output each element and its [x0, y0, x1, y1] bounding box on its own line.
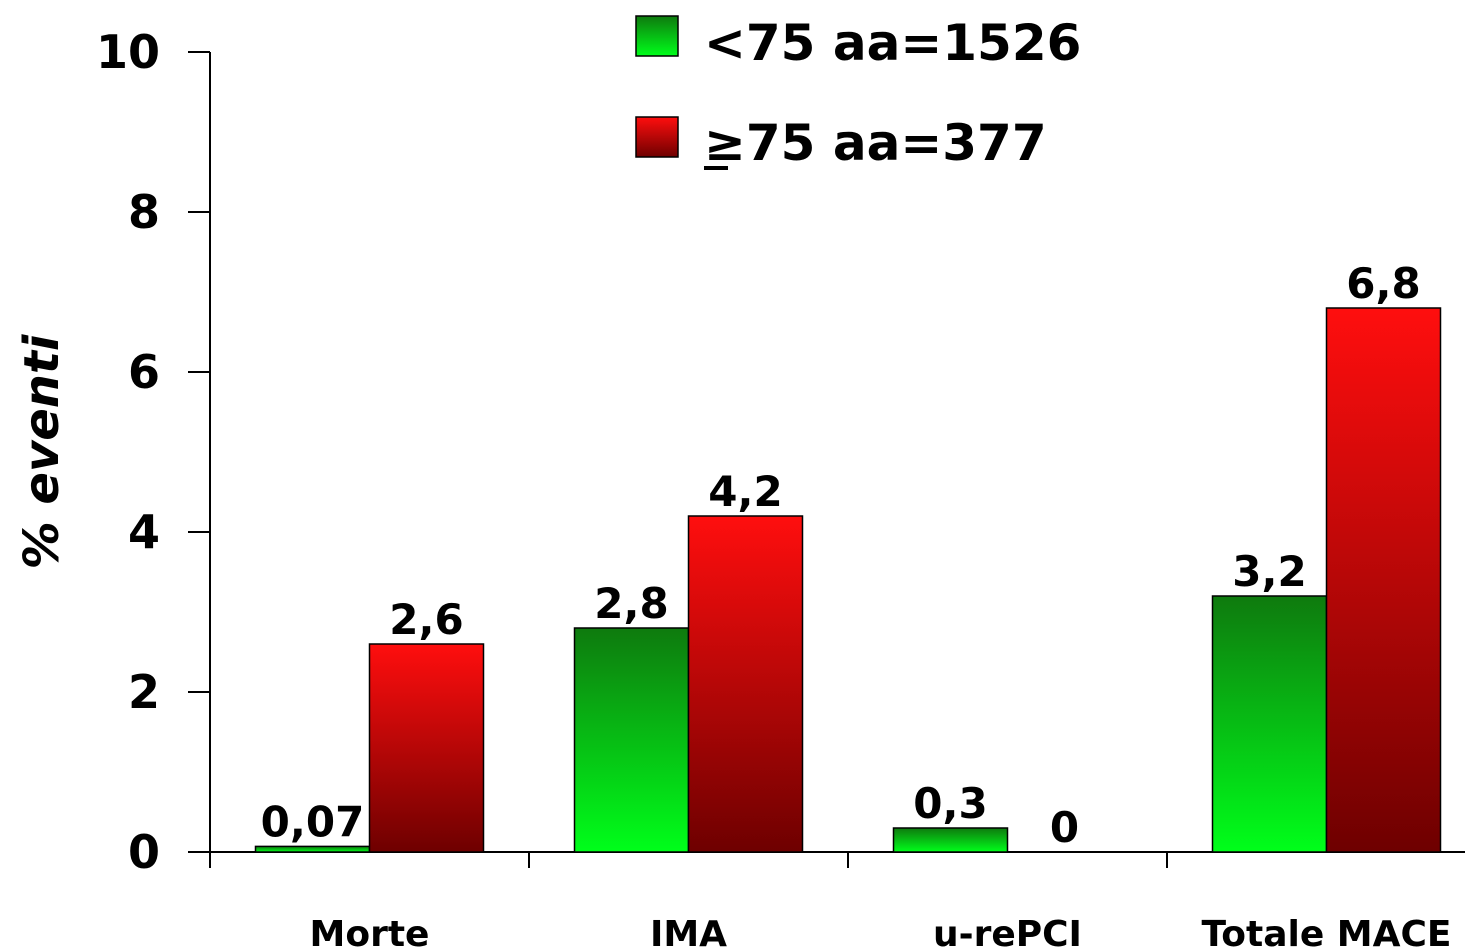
y-tick-label: 6 — [128, 345, 160, 399]
y-tick-label: 8 — [128, 185, 160, 239]
bar-75-plus — [687, 515, 804, 853]
x-category-label: u-rePCI — [933, 914, 1082, 950]
y-tick-label: 10 — [96, 25, 160, 79]
bar-under-75 — [1211, 595, 1328, 853]
y-tick-label: 4 — [128, 505, 160, 559]
data-label: 0,3 — [913, 779, 987, 828]
data-label: 6,8 — [1346, 259, 1420, 308]
x-category-label: Totale MACE — [1202, 914, 1452, 950]
bar-75-plus — [1325, 307, 1442, 853]
legend-label-75-plus: ≥75 aa=377 — [704, 114, 1047, 172]
legend: <75 aa=1526 ≥75 aa=377 — [635, 14, 1081, 172]
data-label: 4,2 — [708, 467, 782, 516]
bar-under-75 — [254, 845, 371, 853]
labels: Morte 0,07 2,6 IMA 2,8 4,2 u-rePCI 0,3 0 Totale M… — [261, 259, 1452, 950]
data-label: 3,2 — [1232, 547, 1306, 596]
y-tick-label: 0 — [128, 825, 160, 879]
data-label: 2,8 — [594, 579, 668, 628]
bar-under-75 — [573, 627, 690, 853]
x-category-label: Morte — [310, 914, 430, 950]
legend-swatch-75-plus — [635, 116, 679, 158]
data-label: 0,07 — [261, 797, 365, 846]
bar-75-plus — [368, 643, 485, 853]
legend-label-under-75: <75 aa=1526 — [704, 14, 1081, 72]
y-tick-label: 2 — [128, 665, 160, 719]
data-label: 0 — [1050, 803, 1079, 852]
y-axis-title: % eventi — [14, 334, 70, 569]
legend-swatch-under-75 — [635, 15, 679, 57]
bar-under-75 — [892, 827, 1009, 853]
x-category-label: IMA — [650, 914, 727, 950]
bars — [254, 307, 1442, 853]
data-label: 2,6 — [389, 595, 463, 644]
